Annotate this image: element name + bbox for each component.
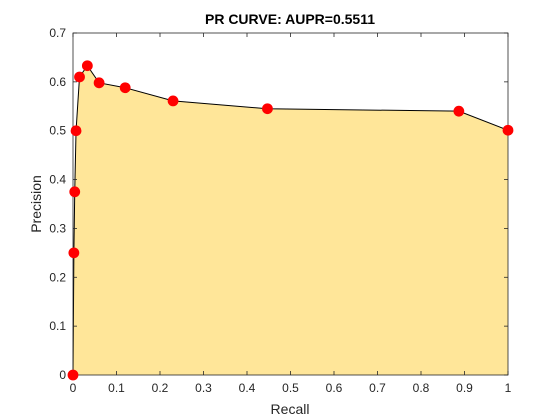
data-point — [68, 247, 80, 259]
data-point — [74, 71, 85, 83]
x-tick-label: 0.5 — [282, 381, 299, 395]
chart-title: PR CURVE: AUPR=0.5511 — [205, 11, 375, 27]
data-point — [70, 125, 82, 137]
data-point — [119, 82, 131, 94]
data-point — [262, 103, 273, 115]
data-point — [167, 95, 179, 107]
data-point — [453, 105, 465, 117]
x-tick-label: 0.6 — [326, 381, 343, 395]
x-tick-label: 0.2 — [152, 381, 169, 395]
x-tick-label: 0 — [70, 381, 77, 395]
area-fill — [73, 65, 508, 375]
x-tick-label: 1 — [505, 381, 512, 395]
y-tick-label: 0.3 — [49, 221, 66, 235]
x-tick-label: 0.8 — [413, 381, 430, 395]
line-layer — [72, 64, 509, 376]
data-point — [69, 186, 81, 198]
y-tick-label: 0.1 — [49, 319, 66, 333]
y-axis-label: Precision — [28, 175, 44, 233]
data-point — [502, 124, 514, 136]
x-tick-label: 0.3 — [195, 381, 212, 395]
x-tick-label: 0.7 — [369, 381, 386, 395]
y-tick-label: 0.6 — [49, 75, 66, 89]
marker-layer — [67, 60, 514, 381]
data-point — [67, 369, 79, 381]
y-tick-label: 0 — [59, 368, 66, 382]
area-layer — [73, 65, 508, 375]
series-line — [72, 64, 509, 376]
y-tick-label: 0.2 — [49, 270, 66, 284]
data-point — [93, 77, 105, 89]
x-tick-label: 0.1 — [108, 381, 125, 395]
axes: 0 0.1 0.2 0.3 0.4 0.5 0.6 0.7 0.8 0.9 1 0 0.1 0.2 0.3 0… — [49, 26, 511, 395]
y-tick-label: 0.5 — [49, 124, 66, 138]
y-tick-label: 0.4 — [49, 173, 66, 187]
x-tick-label: 0.4 — [239, 381, 256, 395]
data-point — [81, 60, 93, 72]
x-axis-label: Recall — [271, 401, 310, 417]
y-tick-label: 0.7 — [49, 26, 66, 40]
x-tick-label: 0.9 — [456, 381, 473, 395]
